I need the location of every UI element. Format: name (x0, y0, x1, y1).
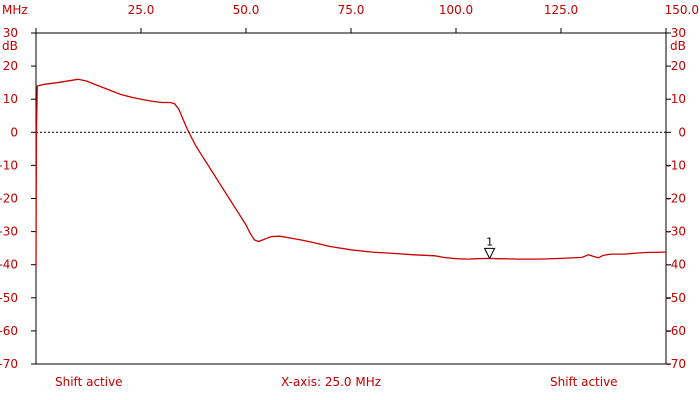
annotation-center: X-axis: 25.0 MHz (281, 375, 381, 389)
y-tick-label-left: -60 (0, 324, 18, 338)
y-tick-label-right: -30 (666, 225, 686, 239)
y-tick-label-left: 30 (3, 26, 18, 40)
y-tick-label-left: 20 (3, 59, 18, 73)
y-unit-label-left: dB (2, 39, 18, 53)
y-tick-label-right: 30 (671, 26, 686, 40)
x-tick-label: 75.0 (338, 3, 365, 17)
y-tick-label-right: 0 (678, 125, 686, 139)
y-tick-label-right: 10 (671, 92, 686, 106)
marker-label: 1 (486, 235, 493, 248)
x-tick-label: 25.0 (128, 3, 155, 17)
series-trace-line (35, 78, 667, 269)
y-unit-label-right: dB (670, 39, 686, 53)
y-tick-label-left: -30 (0, 225, 18, 239)
x-tick-label: 50.0 (233, 3, 260, 17)
x-tick-label: 100.0 (439, 3, 473, 17)
x-unit-label: MHz (2, 3, 28, 17)
x-tick-group: 25.0 50.0 75.0 100.0 125.0 150.0 (35, 3, 699, 33)
y-tick-label-right: -20 (666, 192, 686, 206)
y-tick-label-right: -50 (666, 291, 686, 305)
y-tick-label-right: -70 (666, 357, 686, 371)
x-tick-label: 150.0 (665, 3, 699, 17)
y-tick-label-left: -50 (0, 291, 18, 305)
annotation-left: Shift active (55, 375, 123, 389)
y-tick-label-right: 20 (671, 59, 686, 73)
marker-group: 1 (483, 235, 496, 260)
y-tick-label-right: -40 (666, 258, 686, 272)
annotation-right: Shift active (550, 375, 618, 389)
y-tick-label-left: -70 (0, 357, 18, 371)
y-tick-label-left: -40 (0, 258, 18, 272)
y-tick-label-left: -10 (0, 158, 18, 172)
y-tick-label-left: -20 (0, 192, 18, 206)
y-tick-label-right: -10 (666, 158, 686, 172)
y-tick-label-right: -60 (666, 324, 686, 338)
x-tick-label: 125.0 (544, 3, 578, 17)
y-tick-group: 30 30 20 20 10 10 0 0 -10 -10 -20 -20 -30 -30 -40 -40 -5… (0, 26, 686, 371)
y-tick-label-left: 0 (10, 125, 18, 139)
y-tick-label-left: 10 (3, 92, 18, 106)
marker-triangle (483, 247, 496, 260)
